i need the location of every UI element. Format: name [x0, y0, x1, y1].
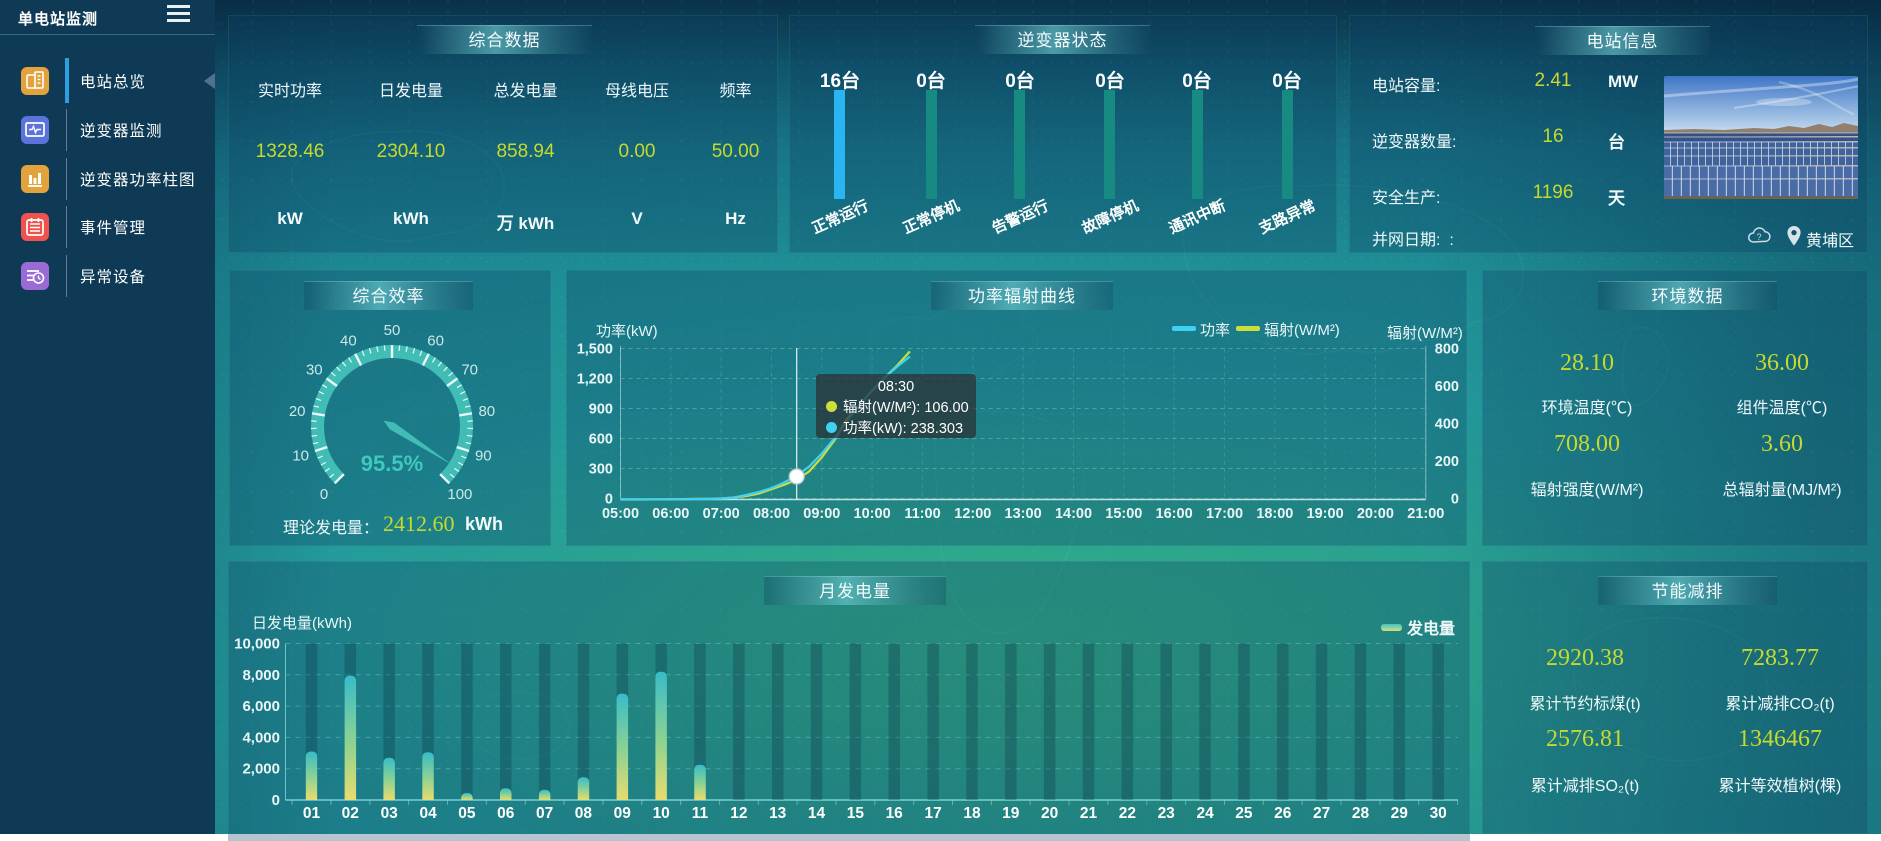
svg-text:70: 70 [461, 362, 478, 379]
svg-text:04: 04 [419, 805, 437, 822]
svg-text:60: 60 [427, 333, 444, 350]
svg-text:900: 900 [589, 402, 613, 418]
svg-text:09:00: 09:00 [803, 506, 840, 522]
svg-text:17: 17 [924, 805, 941, 822]
svg-text:90: 90 [475, 448, 492, 465]
svg-text:15: 15 [847, 805, 865, 822]
svg-text:03: 03 [381, 805, 399, 822]
svg-text:16:00: 16:00 [1156, 506, 1193, 522]
svg-text:18: 18 [963, 805, 981, 822]
svg-text:?: ? [1756, 232, 1761, 242]
svg-text:24: 24 [1196, 805, 1214, 822]
svg-text:12: 12 [730, 805, 747, 822]
svg-text:20: 20 [1041, 805, 1058, 822]
svg-text:13:00: 13:00 [1005, 506, 1042, 522]
svg-text:11:00: 11:00 [904, 506, 940, 522]
svg-text:11: 11 [692, 805, 709, 822]
svg-text:05: 05 [458, 805, 476, 822]
svg-text:13: 13 [769, 805, 787, 822]
svg-text:400: 400 [1435, 417, 1459, 433]
svg-text:4,000: 4,000 [242, 729, 280, 746]
svg-text:22: 22 [1119, 805, 1136, 822]
svg-text:21:00: 21:00 [1407, 506, 1444, 522]
svg-text:10,000: 10,000 [234, 636, 280, 653]
svg-text:08: 08 [575, 805, 593, 822]
svg-text:16: 16 [886, 805, 904, 822]
svg-text:23: 23 [1158, 805, 1176, 822]
svg-text:19: 19 [1002, 805, 1020, 822]
svg-text:14: 14 [808, 805, 826, 822]
svg-text:600: 600 [589, 432, 613, 448]
svg-text:02: 02 [342, 805, 359, 822]
svg-text:29: 29 [1391, 805, 1409, 822]
svg-text:25: 25 [1235, 805, 1253, 822]
svg-text:26: 26 [1274, 805, 1292, 822]
svg-text:1,500: 1,500 [577, 342, 613, 358]
svg-text:0: 0 [1451, 492, 1459, 508]
svg-text:6,000: 6,000 [242, 698, 280, 715]
svg-text:1,200: 1,200 [577, 372, 613, 388]
svg-text:07:00: 07:00 [703, 506, 740, 522]
svg-text:200: 200 [1435, 454, 1459, 470]
svg-text:10: 10 [653, 805, 670, 822]
svg-text:50: 50 [384, 322, 401, 339]
svg-text:40: 40 [340, 333, 357, 350]
svg-text:12:00: 12:00 [954, 506, 991, 522]
svg-text:10:00: 10:00 [854, 506, 891, 522]
svg-text:8,000: 8,000 [242, 667, 280, 684]
svg-text:19:00: 19:00 [1307, 506, 1344, 522]
svg-text:06: 06 [497, 805, 515, 822]
svg-text:100: 100 [447, 486, 472, 503]
svg-text:300: 300 [589, 462, 613, 478]
svg-text:20:00: 20:00 [1357, 506, 1394, 522]
svg-text:17:00: 17:00 [1206, 506, 1243, 522]
svg-text:15:00: 15:00 [1105, 506, 1142, 522]
svg-text:18:00: 18:00 [1256, 506, 1293, 522]
svg-text:05:00: 05:00 [602, 506, 639, 522]
svg-text:0: 0 [320, 486, 328, 503]
svg-text:30: 30 [306, 362, 323, 379]
svg-text:10: 10 [292, 448, 309, 465]
svg-text:0: 0 [272, 792, 280, 809]
svg-text:30: 30 [1430, 805, 1447, 822]
svg-text:09: 09 [614, 805, 632, 822]
svg-text:28: 28 [1352, 805, 1370, 822]
svg-text:07: 07 [536, 805, 553, 822]
svg-text:95.5%: 95.5% [361, 451, 423, 476]
svg-text:14:00: 14:00 [1055, 506, 1092, 522]
svg-text:06:00: 06:00 [652, 506, 689, 522]
svg-text:20: 20 [289, 403, 306, 420]
svg-text:08:00: 08:00 [753, 506, 790, 522]
svg-text:80: 80 [478, 403, 495, 420]
svg-text:01: 01 [303, 805, 321, 822]
svg-text:600: 600 [1435, 379, 1459, 395]
svg-text:21: 21 [1080, 805, 1098, 822]
svg-text:800: 800 [1435, 342, 1459, 358]
svg-text:27: 27 [1313, 805, 1330, 822]
svg-text:2,000: 2,000 [242, 761, 280, 778]
